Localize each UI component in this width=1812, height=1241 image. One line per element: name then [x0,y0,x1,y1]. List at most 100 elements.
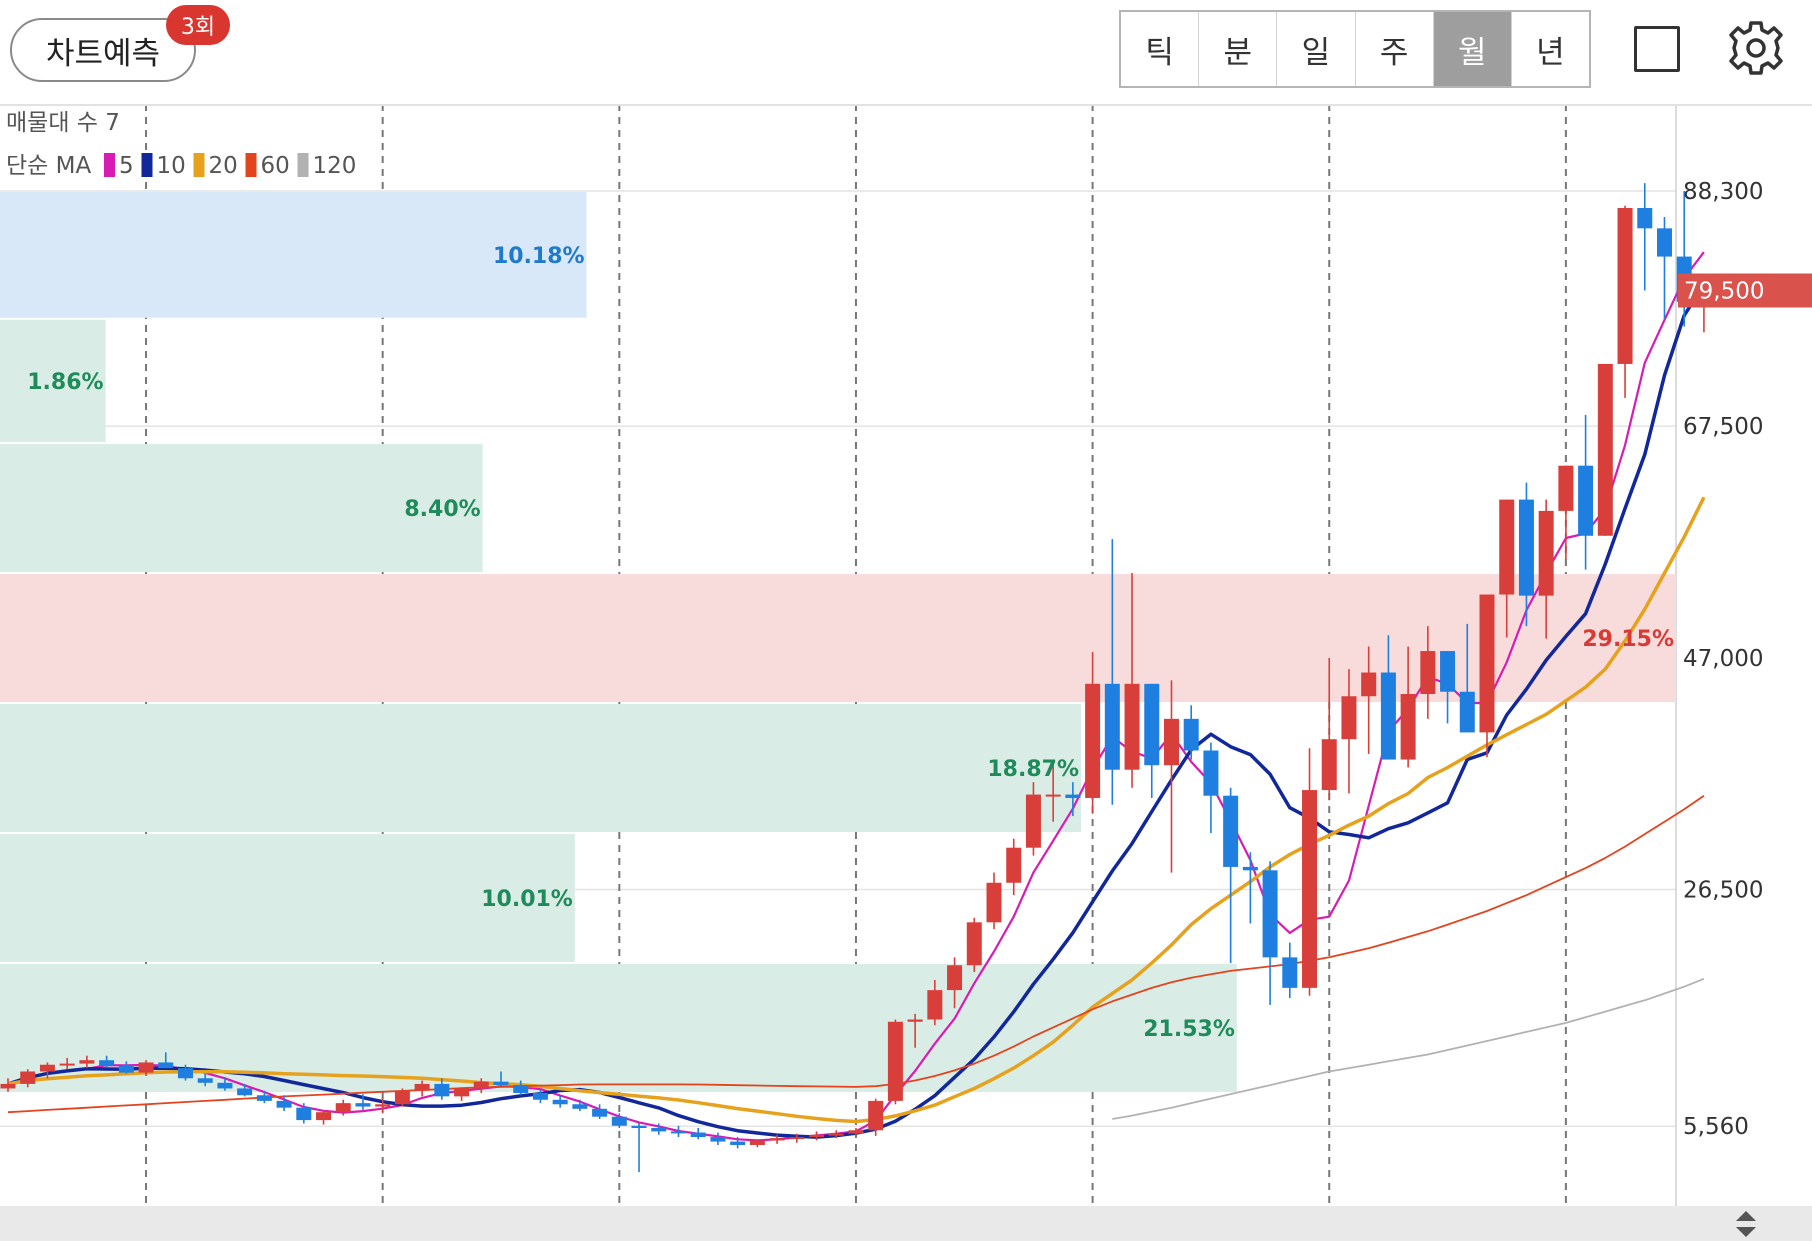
price-tick-label: 67,500 [1683,414,1763,440]
candle-body [158,1062,174,1069]
candle-down [237,1083,253,1097]
resize-handle-icon[interactable] [1730,1208,1762,1240]
candle-body [20,1071,36,1084]
candle-body [394,1090,410,1105]
candle-body [177,1068,193,1079]
ma-line-120 [1112,977,1705,1120]
candle-body [532,1092,548,1100]
volume-profile-labels: 10.18% 1.86% 8.40% 29.15% 18.87% 10.01% 21.53% [27,244,1674,1042]
candle-down [493,1071,509,1087]
volume-profile-bar [0,834,575,962]
candle-up [1558,465,1574,560]
chart-predict-button[interactable]: 차트예측 [10,18,196,82]
volume-profile-bar [0,444,483,573]
candle-down [296,1103,312,1124]
candle-body [39,1064,55,1072]
candle-up [1479,594,1495,758]
volume-profile-percent: 10.18% [493,244,585,269]
ma-legend-swatch [104,153,115,177]
square-icon[interactable] [1634,26,1680,72]
tab-year[interactable]: 년 [1536,34,1565,71]
candle-body [887,1021,903,1101]
candle-body [868,1100,884,1131]
candle-up [848,1128,864,1136]
candle-down [1440,651,1456,724]
ma-legend-period: 120 [313,153,357,179]
candle-body [79,1060,95,1064]
candle-down [355,1094,371,1110]
candle-up [1617,205,1633,398]
ma-legend-swatch [193,153,205,177]
candle-up [1341,669,1357,794]
tab-day[interactable]: 일 [1277,12,1356,86]
ma-legend-swatch [297,153,309,177]
candle-body [670,1131,686,1134]
candle-body [1499,499,1515,595]
price-tick-label: 88,300 [1683,179,1763,205]
candle-body [611,1116,627,1126]
candle-body [986,882,1002,923]
tab-week[interactable]: 주 [1356,12,1434,86]
candle-up [907,1013,923,1048]
candle-body [690,1132,706,1138]
candle-body [1183,718,1199,751]
candle-up [1163,680,1179,873]
candle-up [59,1057,75,1070]
candle-body [651,1128,667,1132]
ma-legend-period: 60 [261,153,290,179]
candle-body [1302,790,1318,988]
candle-up [1124,573,1140,788]
candle-body [197,1078,213,1083]
candle-up [1085,652,1101,814]
ma-legend-period: 20 [209,153,238,179]
candle-body [1144,683,1160,766]
candle-down [1262,861,1278,1005]
candle-up [1025,782,1041,856]
candle-up [20,1069,36,1088]
candle-body [1440,651,1456,692]
candle-body [592,1108,608,1117]
candle-down [1459,623,1475,733]
candle-body [473,1081,489,1089]
candle-down [710,1132,726,1145]
candle-body [1578,465,1594,536]
candle-body [493,1081,509,1086]
candle-up [79,1055,95,1069]
candle-down [1203,742,1219,834]
chart-predict-label: 차트예측 [45,35,161,72]
tab-minute[interactable]: 분 [1199,12,1278,86]
indicator-legend[interactable]: 매물대 수 7 단순 MA 5 10 20 60 120 [6,110,356,179]
ma-legend-period: 10 [157,153,186,179]
candle-body [335,1103,351,1113]
candle-body [1518,499,1534,596]
candle-body [276,1100,292,1108]
candle-up [1045,761,1061,822]
candle-body [138,1062,154,1073]
candle-up [887,1019,903,1105]
candle-up [1499,499,1515,638]
candle-up [375,1098,391,1114]
candle-body [1124,683,1140,770]
candle-down [611,1113,627,1129]
candle-body [99,1060,115,1066]
candle-up [454,1087,470,1101]
current-price-tag [1678,273,1812,308]
tab-tick[interactable]: 틱 [1121,12,1200,86]
candle-down [1637,183,1653,291]
candle-body [1203,750,1219,796]
current-price-label: 79,500 [1684,278,1764,304]
candle-body [1538,510,1554,596]
candle-up [1302,748,1318,996]
candle-body [848,1130,864,1134]
gear-icon[interactable] [1726,18,1786,78]
volume-profile-label: 매물대 수 7 [6,110,120,136]
candle-down [1242,852,1258,924]
candle-down [217,1077,233,1091]
volume-profile-bar [0,319,106,443]
period-selector: 틱 분 일 주 월 년 [1119,10,1591,88]
candle-down [1104,539,1120,805]
tab-month[interactable]: 월 [1433,12,1512,86]
candle-down [256,1090,272,1104]
time-axis-bar[interactable] [0,1206,1812,1241]
